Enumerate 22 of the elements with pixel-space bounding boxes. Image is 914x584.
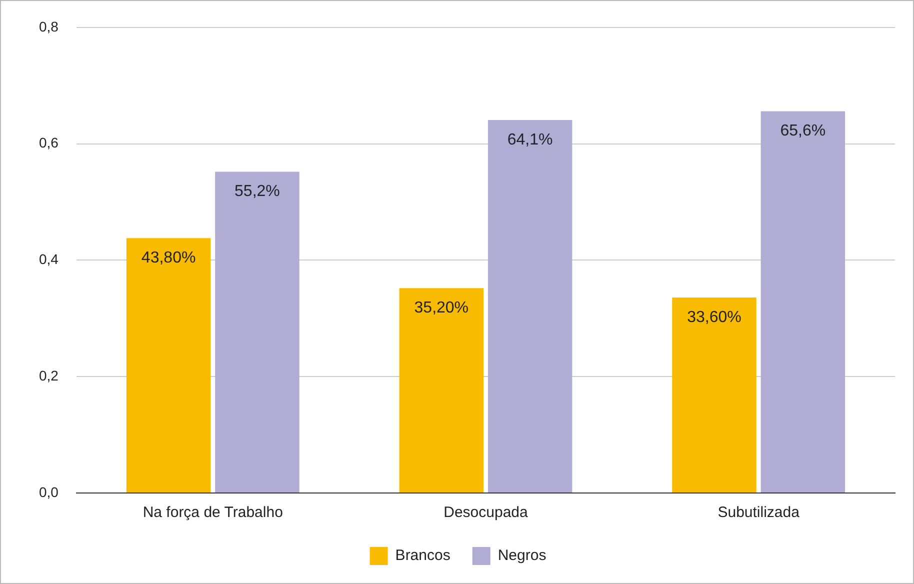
y-tick-label: 0,4	[38, 251, 59, 268]
y-tick-label: 0,2	[38, 367, 59, 384]
x-tick-label: Subutilizada	[718, 504, 800, 522]
data-label: 55,2%	[234, 183, 280, 200]
data-label: 35,20%	[414, 300, 469, 317]
x-tick-label: Desocupada	[444, 504, 528, 522]
bar	[126, 238, 211, 492]
data-label: 65,6%	[780, 122, 826, 140]
legend-label: Negros	[498, 547, 546, 564]
x-tick-label: Na força de Trabalho	[142, 504, 283, 522]
data-label: 43,80%	[141, 249, 196, 266]
y-tick-label: 0,6	[38, 134, 59, 151]
bar	[488, 120, 572, 492]
data-label: 64,1%	[507, 131, 553, 148]
bar	[215, 172, 300, 492]
data-label: 33,60%	[687, 308, 742, 326]
bar	[760, 111, 846, 492]
y-tick-label: 0,0	[38, 484, 59, 500]
bar	[672, 297, 756, 492]
y-tick-label: 0,8	[38, 18, 59, 34]
legend-label: Brancos	[395, 547, 450, 564]
bar	[399, 288, 484, 492]
